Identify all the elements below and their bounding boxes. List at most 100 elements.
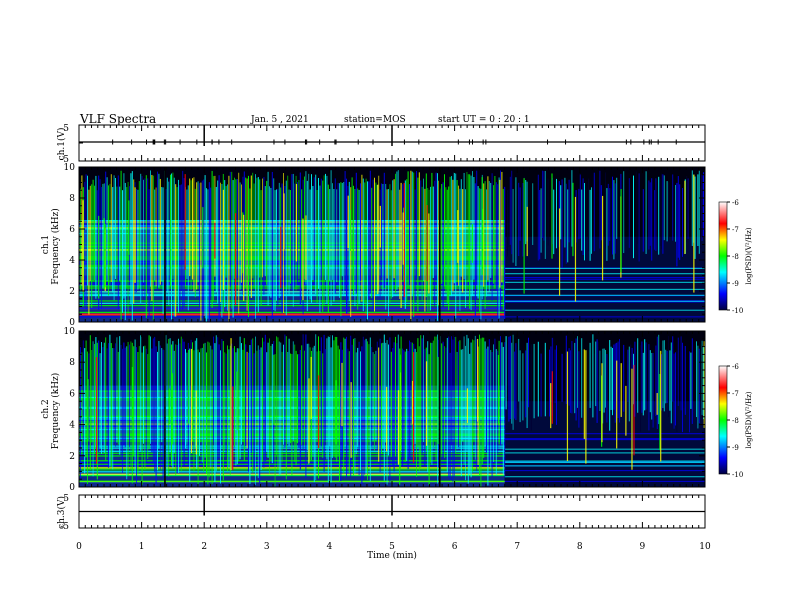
sferic-mark xyxy=(628,346,630,422)
sferic-mark xyxy=(183,341,185,466)
sferic-mark xyxy=(92,341,94,477)
sferic-mark xyxy=(537,174,539,261)
sferic-streak xyxy=(98,215,100,299)
sferic-mark xyxy=(333,188,335,302)
sferic-mark xyxy=(301,189,303,288)
sferic-mark xyxy=(390,190,392,299)
sferic-streak xyxy=(349,209,351,251)
sferic-streak xyxy=(497,354,499,425)
sferic-mark xyxy=(122,190,123,313)
sferic-mark xyxy=(85,174,87,310)
sferic-mark xyxy=(463,172,465,280)
sferic-mark xyxy=(698,348,700,424)
sferic-mark xyxy=(451,175,452,297)
sferic-mark xyxy=(306,343,308,451)
sferic-mark xyxy=(446,337,448,472)
sferic-streak xyxy=(574,196,577,302)
sferic-mark xyxy=(407,171,409,289)
sferic-mark xyxy=(225,185,227,278)
sferic-mark xyxy=(599,170,601,249)
sferic-mark xyxy=(571,341,573,414)
sferic-mark xyxy=(298,180,300,280)
sferic-mark xyxy=(701,174,703,241)
sferic-mark xyxy=(668,182,669,242)
sferic-mark xyxy=(294,183,296,288)
sferic-mark xyxy=(522,183,524,257)
narrowband-line xyxy=(504,480,705,482)
sferic-mark xyxy=(355,172,357,294)
sferic-streak xyxy=(526,206,528,257)
sferic-mark xyxy=(238,172,240,314)
sferic-mark xyxy=(417,338,419,448)
sferic-mark xyxy=(137,352,139,475)
sferic-mark xyxy=(138,346,140,446)
sferic-mark xyxy=(358,189,360,305)
sferic-mark xyxy=(480,188,482,320)
sferic-mark xyxy=(88,353,90,461)
sferic-mark xyxy=(340,342,342,482)
sferic-mark xyxy=(228,349,230,468)
sferic-mark xyxy=(480,338,482,487)
sferic-mark xyxy=(553,189,555,255)
sferic-streak xyxy=(616,360,618,449)
sferic-mark xyxy=(159,178,161,285)
sferic-mark xyxy=(171,344,172,466)
x-tick-label: 2 xyxy=(201,542,207,552)
sferic-mark xyxy=(600,185,602,241)
sferic-mark xyxy=(175,344,177,476)
sferic-mark xyxy=(400,336,402,451)
sferic-mark xyxy=(455,173,457,319)
sferic-streak xyxy=(222,189,225,290)
sferic-mark xyxy=(263,177,265,295)
sferic-mark xyxy=(565,335,567,405)
colorbar-label: log(PSD)(V²/Hz) xyxy=(745,227,753,284)
sferic-mark xyxy=(500,336,501,446)
sferic-mark xyxy=(396,171,398,290)
sferic-streak xyxy=(379,205,381,248)
sferic-mark xyxy=(284,186,286,287)
narrowband-line xyxy=(504,460,705,462)
sferic-mark xyxy=(697,345,699,429)
sferic-mark xyxy=(285,180,287,316)
sferic-mark xyxy=(648,180,650,250)
sferic-mark xyxy=(329,335,331,447)
sferic-mark xyxy=(418,346,420,472)
sferic-mark xyxy=(635,171,637,251)
narrowband-line xyxy=(504,465,705,467)
sferic-mark xyxy=(666,181,668,242)
sferic-mark xyxy=(235,352,237,466)
sferic-mark xyxy=(283,344,284,445)
narrowband-line xyxy=(504,316,705,318)
sferic-mark xyxy=(421,186,423,301)
sferic-mark xyxy=(518,338,520,402)
sferic-mark xyxy=(467,338,469,484)
narrowband-line xyxy=(504,277,705,279)
sferic-streak xyxy=(684,180,686,255)
sferic-mark xyxy=(323,334,325,472)
channel-label: ch.2 xyxy=(41,399,51,418)
sferic-mark xyxy=(673,353,675,429)
sferic-mark xyxy=(176,344,178,474)
sferic-mark xyxy=(264,186,266,277)
sferic-mark xyxy=(325,349,326,442)
sferic-mark xyxy=(507,190,508,257)
sferic-mark xyxy=(642,352,644,416)
sferic-streak xyxy=(310,356,312,419)
sferic-mark xyxy=(441,343,443,455)
y-axis-label: ch.1(V) xyxy=(56,128,67,161)
sferic-mark xyxy=(348,181,350,302)
x-tick-label: 5 xyxy=(389,542,395,552)
sferic-mark xyxy=(449,176,451,296)
sferic-mark xyxy=(561,353,563,402)
sferic-mark xyxy=(318,177,319,289)
sferic-mark xyxy=(186,189,188,280)
sferic-streak xyxy=(572,182,574,257)
sferic-streak xyxy=(242,212,244,274)
sferic-streak xyxy=(184,174,186,270)
sferic-mark xyxy=(367,181,368,321)
sferic-mark xyxy=(395,336,396,457)
sferic-mark xyxy=(197,181,199,283)
sferic-mark xyxy=(421,338,423,454)
sferic-mark xyxy=(645,342,647,410)
sferic-mark xyxy=(343,337,345,474)
